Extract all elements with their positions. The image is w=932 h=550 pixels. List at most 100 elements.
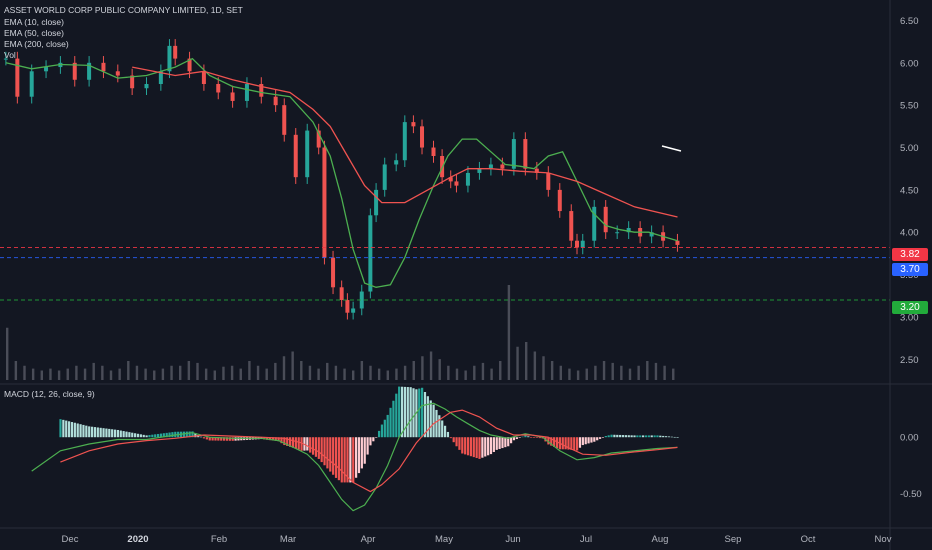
macd-hist-bar bbox=[624, 435, 627, 438]
macd-hist-bar bbox=[162, 433, 165, 438]
candle-body bbox=[649, 232, 654, 237]
candle-body bbox=[216, 84, 221, 93]
macd-hist-bar bbox=[108, 428, 111, 438]
volume-bar bbox=[256, 365, 260, 380]
macd-hist-bar bbox=[412, 388, 415, 438]
candle-body bbox=[3, 58, 8, 60]
macd-hist-bar bbox=[65, 420, 68, 438]
macd-hist-bar bbox=[283, 437, 286, 446]
macd-hist-bar bbox=[633, 435, 636, 438]
macd-hist-bar bbox=[469, 437, 473, 457]
macd-title[interactable]: MACD (12, 26, close, 9) bbox=[4, 389, 95, 399]
volume-bar bbox=[447, 365, 450, 380]
volume-bar bbox=[179, 365, 182, 380]
macd-hist-bar bbox=[128, 432, 131, 438]
macd-hist-bar bbox=[604, 436, 607, 438]
macd-hist-bar bbox=[76, 423, 79, 438]
macd-tick-label: 0.00 bbox=[900, 433, 919, 444]
candle-body bbox=[345, 300, 350, 313]
volume-bar bbox=[153, 370, 156, 380]
macd-hist-bar bbox=[647, 435, 650, 438]
candle-body bbox=[101, 62, 106, 72]
volume-bar bbox=[611, 362, 614, 380]
macd-hist-bar bbox=[346, 437, 349, 483]
volume-bar bbox=[248, 361, 251, 380]
volume-bar bbox=[14, 361, 18, 380]
macd-hist-bar bbox=[504, 437, 507, 448]
candle-body bbox=[15, 58, 20, 97]
candle-body bbox=[557, 189, 562, 212]
macd-hist-bar bbox=[116, 429, 119, 438]
candle-body bbox=[569, 211, 574, 241]
macd-axis[interactable]: 0.00 -0.50 bbox=[900, 433, 922, 501]
macd-hist-bar bbox=[458, 437, 461, 450]
candle-body bbox=[592, 206, 597, 241]
volume-bar bbox=[559, 365, 562, 380]
time-tick-label: Nov bbox=[875, 534, 892, 545]
macd-hist-bar bbox=[630, 435, 633, 438]
macd-hist-bar bbox=[205, 437, 208, 440]
macd-hist-bar bbox=[627, 435, 630, 438]
macd-hist-bar bbox=[377, 430, 381, 438]
macd-hist-bar bbox=[291, 437, 295, 448]
macd-hist-bar bbox=[492, 437, 495, 452]
drawing-trendline[interactable] bbox=[661, 145, 682, 152]
volume-bar bbox=[170, 365, 173, 380]
macd-hist-bar bbox=[619, 434, 622, 438]
macd-hist-bar bbox=[515, 437, 518, 440]
macd-hist-bar bbox=[280, 437, 283, 444]
macd-hist-bar bbox=[297, 437, 300, 450]
price-tick-label: 4.00 bbox=[900, 228, 919, 239]
volume-bar bbox=[300, 361, 303, 380]
macd-hist-bar bbox=[466, 437, 470, 456]
macd-hist-bar bbox=[82, 424, 85, 438]
macd-hist-bar bbox=[202, 437, 206, 439]
macd-hist-bar bbox=[449, 437, 452, 439]
macd-hist-bar bbox=[334, 437, 338, 478]
volume-bar bbox=[352, 370, 355, 380]
macd-hist-bar bbox=[478, 437, 481, 459]
macd-hist-bar bbox=[527, 436, 530, 438]
macd-hist-bar bbox=[102, 428, 105, 438]
macd-hist-bar bbox=[228, 437, 231, 441]
volume-bar bbox=[516, 346, 519, 380]
macd-hist-bar bbox=[148, 435, 151, 438]
time-axis[interactable]: Dec 2020 Feb Mar Apr May Jun Jul Aug Sep Oct Nov bbox=[62, 534, 892, 545]
macd-hist-bar bbox=[659, 435, 662, 438]
macd-hist-bar bbox=[400, 386, 404, 438]
macd-hist-bar bbox=[90, 426, 94, 438]
macd-hist-bar bbox=[664, 436, 668, 438]
volume-bar bbox=[317, 368, 320, 380]
candle-body bbox=[477, 168, 482, 173]
macd-hist-bar bbox=[145, 435, 148, 438]
macd-hist-bar bbox=[596, 437, 599, 441]
legend-ema50[interactable]: EMA (50, close) bbox=[4, 28, 64, 38]
volume-bar bbox=[550, 361, 554, 380]
macd-hist-bar bbox=[62, 419, 65, 438]
time-tick-label: Jul bbox=[580, 534, 592, 545]
macd-hist-bar bbox=[217, 437, 220, 441]
candle-body bbox=[359, 291, 364, 309]
volume-bar bbox=[490, 368, 493, 380]
macd-hist-bar bbox=[676, 437, 679, 438]
macd-hist-bar bbox=[96, 427, 99, 438]
macd-hist-bar bbox=[323, 437, 326, 466]
macd-hist-bar bbox=[142, 434, 145, 438]
macd-hist-bar bbox=[584, 437, 587, 445]
macd-hist-bar bbox=[673, 436, 676, 438]
legend-ema200[interactable]: EMA (200, close) bbox=[4, 39, 69, 49]
macd-hist-bar bbox=[383, 419, 386, 438]
price-tick-label: 3.00 bbox=[900, 312, 919, 323]
legend-vol[interactable]: Vol bbox=[4, 50, 16, 60]
volume-bar bbox=[161, 368, 165, 380]
macd-hist-bar bbox=[99, 427, 102, 438]
macd-hist-bar bbox=[88, 426, 91, 438]
macd-hist-bar bbox=[484, 437, 487, 457]
macd-hist-bar bbox=[185, 431, 188, 438]
legend-ema10[interactable]: EMA (10, close) bbox=[4, 17, 64, 27]
macd-hist-bar bbox=[509, 437, 513, 444]
macd-hist-bar bbox=[532, 437, 536, 438]
candle-body bbox=[282, 105, 287, 135]
macd-hist-bar bbox=[392, 400, 395, 438]
